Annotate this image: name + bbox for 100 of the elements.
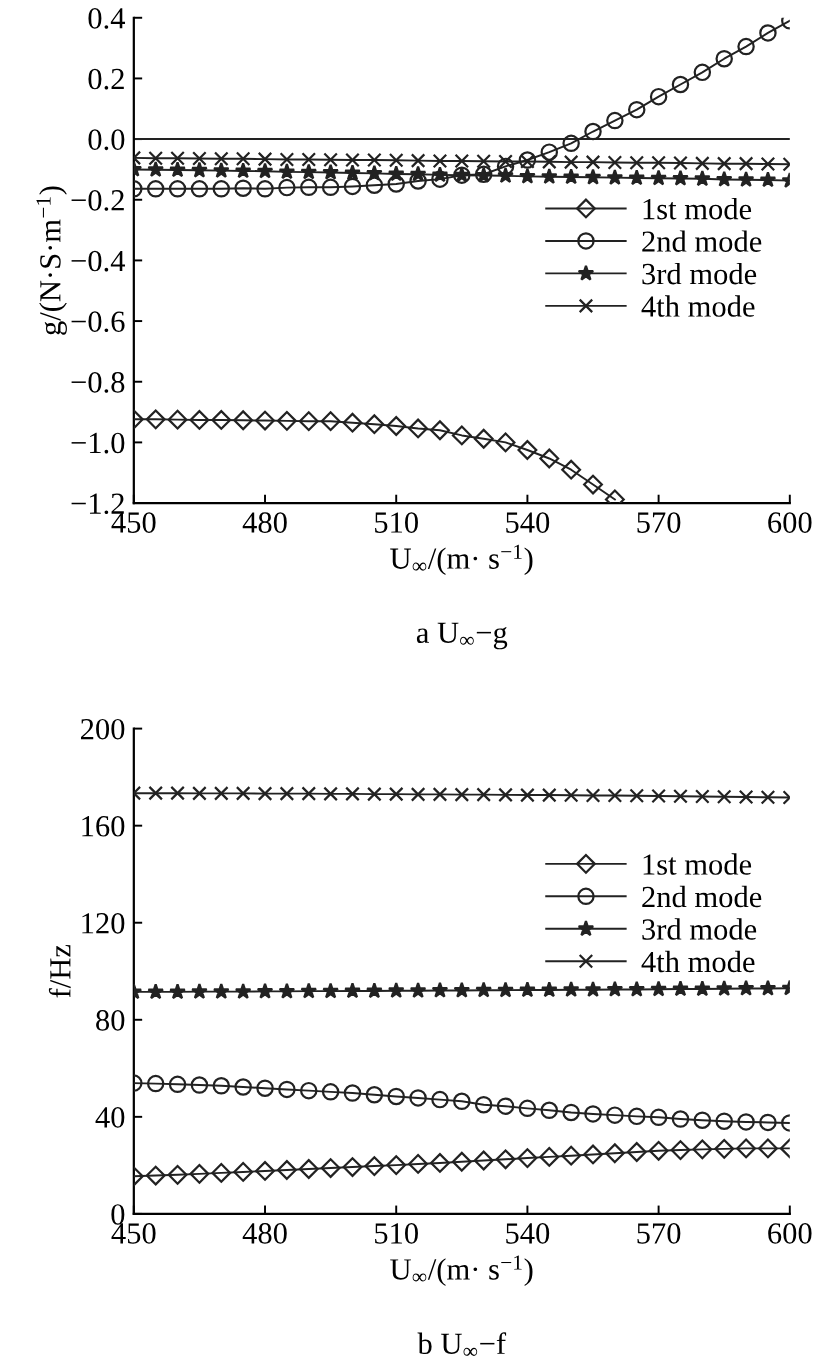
point [562, 168, 580, 185]
point [345, 152, 360, 168]
point [298, 1159, 319, 1179]
point [759, 24, 777, 42]
point [321, 1083, 340, 1101]
point [693, 63, 712, 82]
legend-label: 4th mode [641, 295, 755, 317]
point [562, 134, 580, 153]
y-tick-label: 0.4 [88, 8, 126, 29]
point [278, 982, 296, 999]
point [168, 1075, 187, 1094]
x-tick-label: 510 [375, 512, 418, 533]
point [148, 150, 164, 166]
point [626, 1142, 647, 1162]
point [453, 1092, 471, 1111]
point [694, 156, 710, 171]
point [408, 1153, 429, 1174]
point [584, 1105, 602, 1123]
point [344, 164, 361, 181]
point [693, 170, 711, 187]
point [584, 168, 602, 185]
point [476, 787, 492, 802]
point [278, 178, 296, 197]
point [234, 179, 252, 197]
legend-label: 3rd mode [642, 262, 757, 285]
point [540, 1101, 559, 1120]
x-tick-label: 450 [111, 1223, 156, 1244]
point [365, 982, 383, 999]
x-tick-label: 480 [242, 512, 287, 533]
x-axis-title: U$_{∞}$/(m· s$^{−1}$) [390, 544, 533, 576]
point [387, 981, 405, 998]
point [430, 420, 450, 441]
point [365, 176, 384, 194]
point [604, 1143, 625, 1164]
point [147, 983, 165, 1000]
point [670, 1140, 691, 1161]
x-tick-label: 450 [111, 512, 156, 533]
x-tick-label: 570 [637, 512, 681, 533]
point [430, 1152, 450, 1173]
point [627, 1107, 646, 1126]
point [738, 156, 754, 172]
y-tick-label: −0.4 [71, 250, 126, 272]
point [344, 982, 361, 999]
point [192, 151, 207, 166]
point [671, 1110, 690, 1128]
point [454, 153, 470, 169]
point [212, 180, 231, 198]
x-tick-label: 570 [637, 1223, 681, 1244]
point [145, 1165, 166, 1186]
point [454, 787, 470, 802]
point [585, 154, 601, 170]
point [673, 788, 688, 804]
point [342, 412, 363, 433]
point [345, 786, 360, 802]
point [432, 787, 448, 802]
point [255, 1161, 275, 1181]
point [495, 432, 516, 453]
point [517, 1148, 538, 1169]
point [279, 786, 295, 801]
legend-label: 2nd mode [642, 230, 762, 252]
point [715, 979, 733, 997]
point [366, 786, 382, 802]
point [473, 428, 494, 449]
point [320, 1158, 341, 1178]
y-tick-label: 200 [81, 718, 125, 740]
point [650, 169, 667, 186]
point [629, 788, 645, 804]
point [301, 786, 317, 801]
point [715, 1112, 733, 1130]
point [629, 155, 645, 171]
point [300, 1081, 318, 1100]
y-axis-title: f/Hz [48, 944, 71, 998]
point [256, 162, 274, 179]
point [583, 1144, 603, 1165]
point [387, 175, 405, 193]
point [364, 414, 385, 435]
point [497, 981, 514, 998]
point [716, 156, 732, 172]
y-tick-label: 80 [96, 1010, 125, 1031]
point [191, 982, 208, 999]
x-tick-label: 480 [242, 1223, 287, 1244]
point [235, 786, 251, 801]
point [453, 981, 471, 998]
point [170, 785, 185, 801]
point [386, 1155, 407, 1176]
point [672, 980, 689, 997]
point [606, 168, 624, 185]
point [606, 1106, 624, 1124]
point [715, 170, 733, 187]
point [651, 788, 666, 804]
point [759, 979, 777, 996]
point [233, 1161, 254, 1182]
point [737, 979, 755, 996]
point [692, 1139, 713, 1160]
y-tick-label: −0.2 [71, 190, 124, 211]
point [388, 152, 404, 168]
point [213, 786, 229, 801]
y-tick-label: 0 [111, 1204, 125, 1225]
point [409, 1089, 427, 1107]
point [276, 1160, 297, 1180]
